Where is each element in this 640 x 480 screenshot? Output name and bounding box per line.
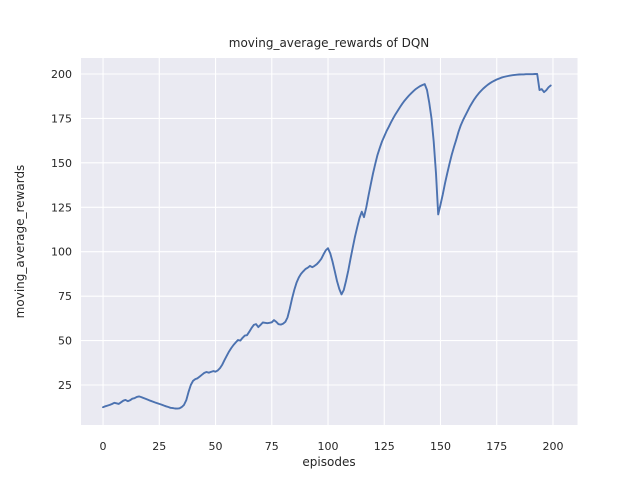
y-tick-label: 200 <box>51 68 72 81</box>
plot-area <box>81 58 578 425</box>
reward-line <box>102 73 552 410</box>
y-tick-label: 150 <box>51 157 72 170</box>
y-tick-label: 75 <box>58 290 72 303</box>
tick-labels: 0 25 50 75 100 125 150 175 200 25 50 75 100 125 150 175… <box>51 68 563 453</box>
x-tick-label: 75 <box>265 440 279 453</box>
chart-title: moving_average_rewards of DQN <box>229 36 429 50</box>
y-axis-label: moving_average_rewards <box>13 165 27 319</box>
x-axis-label: episodes <box>302 455 355 469</box>
x-tick-label: 100 <box>318 440 339 453</box>
y-tick-label: 125 <box>51 201 72 214</box>
x-tick-label: 200 <box>542 440 563 453</box>
x-tick-label: 25 <box>152 440 166 453</box>
y-tick-label: 100 <box>51 246 72 259</box>
x-tick-label: 50 <box>209 440 223 453</box>
y-tick-label: 25 <box>58 379 72 392</box>
y-tick-label: 175 <box>51 112 72 125</box>
x-tick-label: 125 <box>374 440 395 453</box>
x-tick-label: 0 <box>100 440 107 453</box>
y-tick-label: 50 <box>58 335 72 348</box>
x-tick-label: 175 <box>486 440 507 453</box>
x-tick-label: 150 <box>430 440 451 453</box>
